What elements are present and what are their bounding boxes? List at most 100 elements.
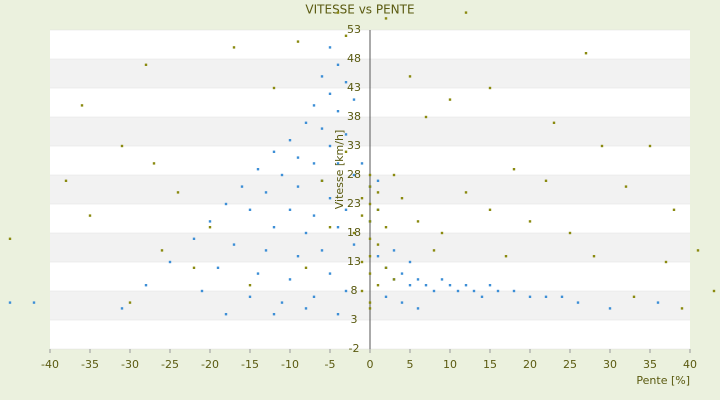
y-tick-label: 48 <box>347 52 361 65</box>
scatter-point <box>368 173 372 177</box>
scatter-point <box>312 162 316 165</box>
scatter-point <box>328 46 332 49</box>
x-tick-label: -40 <box>41 358 59 371</box>
scatter-point <box>344 208 348 211</box>
scatter-point <box>384 226 388 229</box>
scatter-point <box>248 295 252 298</box>
scatter-point <box>336 11 340 14</box>
scatter-point <box>376 208 380 211</box>
scatter-point <box>312 214 316 217</box>
scatter-point <box>272 313 276 316</box>
scatter-point <box>416 278 420 281</box>
scatter-point <box>304 307 308 310</box>
scatter-point <box>368 301 372 304</box>
scatter-point <box>648 144 652 148</box>
scatter-point <box>32 301 36 304</box>
x-tick-label: -35 <box>81 358 99 371</box>
scatter-point <box>8 237 12 240</box>
scatter-point <box>352 243 356 246</box>
scatter-point <box>272 226 276 229</box>
scatter-point <box>304 121 308 124</box>
scatter-point <box>344 150 348 153</box>
scatter-point <box>440 278 444 281</box>
scatter-point <box>680 307 684 310</box>
y-tick-label: 38 <box>347 110 361 123</box>
scatter-point <box>360 289 364 293</box>
scatter-point <box>368 237 372 240</box>
scatter-point <box>248 284 252 287</box>
scatter-point <box>360 197 364 200</box>
scatter-point <box>624 185 628 188</box>
scatter-point <box>376 179 380 182</box>
scatter-point <box>464 191 468 194</box>
scatter-point <box>464 284 468 287</box>
scatter-point <box>504 255 508 258</box>
scatter-point <box>368 185 372 188</box>
scatter-point <box>312 104 316 107</box>
scatter-point <box>208 220 212 223</box>
scatter-point <box>304 231 308 235</box>
scatter-point <box>712 289 716 293</box>
scatter-point <box>608 307 612 310</box>
scatter-point <box>88 214 92 217</box>
y-tick-label: 3 <box>351 313 358 326</box>
scatter-point <box>216 266 220 269</box>
scatter-point <box>424 115 428 119</box>
scatter-point <box>120 307 124 310</box>
scatter-point <box>576 301 580 304</box>
scatter-point <box>544 179 548 182</box>
x-tick-label: 35 <box>643 358 657 371</box>
scatter-point <box>336 313 340 316</box>
scatter-point <box>408 284 412 287</box>
scatter-point <box>544 295 548 298</box>
scatter-point <box>248 208 252 211</box>
scatter-point <box>296 156 300 159</box>
scatter-point <box>528 220 532 223</box>
y-axis-label: Vitesse [km/h] <box>333 130 346 210</box>
scatter-point <box>144 63 148 66</box>
scatter-point <box>256 168 260 171</box>
scatter-point <box>432 289 436 293</box>
scatter-point <box>416 220 420 223</box>
scatter-point <box>368 202 372 206</box>
scatter-point <box>192 237 196 240</box>
scatter-point <box>568 231 572 235</box>
scatter-point <box>448 284 452 287</box>
scatter-point <box>320 249 324 252</box>
scatter-point <box>8 301 12 304</box>
y-tick-label: 13 <box>347 255 361 268</box>
scatter-point <box>328 144 332 148</box>
x-axis-label: Pente [%] <box>636 374 690 387</box>
x-tick-label: -5 <box>325 358 336 371</box>
scatter-point <box>336 162 340 165</box>
x-tick-label: -30 <box>121 358 139 371</box>
scatter-point <box>360 260 364 264</box>
scatter-point <box>384 295 388 298</box>
y-tick-label: 23 <box>347 197 361 210</box>
scatter-point <box>632 295 636 298</box>
scatter-point <box>328 272 332 275</box>
scatter-point <box>200 289 204 293</box>
scatter-point <box>384 266 388 269</box>
scatter-point <box>432 249 436 252</box>
scatter-point <box>368 272 372 275</box>
scatter-point <box>232 46 236 49</box>
y-tick-label: 8 <box>351 284 358 297</box>
scatter-point <box>80 104 84 107</box>
scatter-point <box>376 191 380 194</box>
scatter-point <box>328 226 332 229</box>
scatter-point <box>352 173 356 177</box>
scatter-point <box>440 231 444 235</box>
scatter-point <box>312 295 316 298</box>
scatter-point <box>560 295 564 298</box>
scatter-point <box>160 249 164 252</box>
scatter-point <box>176 191 180 194</box>
x-tick-label: -25 <box>161 358 179 371</box>
scatter-point <box>240 185 244 188</box>
y-tick-label: 18 <box>347 226 361 239</box>
scatter-point <box>400 301 404 304</box>
x-tick-label: 25 <box>563 358 577 371</box>
scatter-point <box>600 144 604 148</box>
scatter-point <box>664 260 668 264</box>
